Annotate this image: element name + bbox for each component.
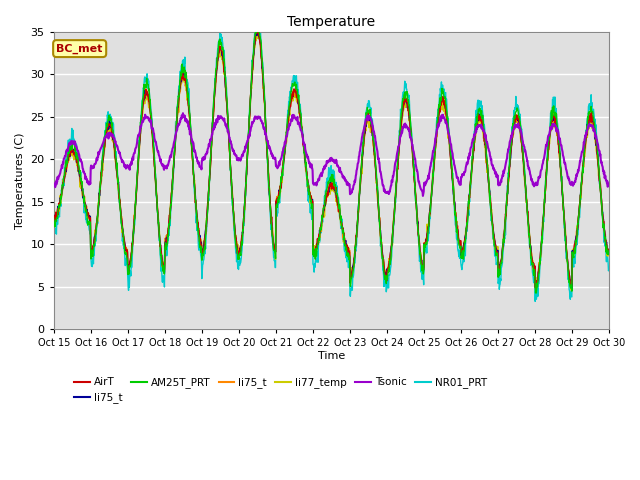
Y-axis label: Temperatures (C): Temperatures (C)	[15, 132, 25, 228]
Title: Temperature: Temperature	[287, 15, 375, 29]
Text: BC_met: BC_met	[56, 44, 103, 54]
X-axis label: Time: Time	[317, 351, 345, 361]
Legend: AirT, li75_t, AM25T_PRT, li75_t, li77_temp, Tsonic, NR01_PRT: AirT, li75_t, AM25T_PRT, li75_t, li77_te…	[70, 373, 492, 408]
